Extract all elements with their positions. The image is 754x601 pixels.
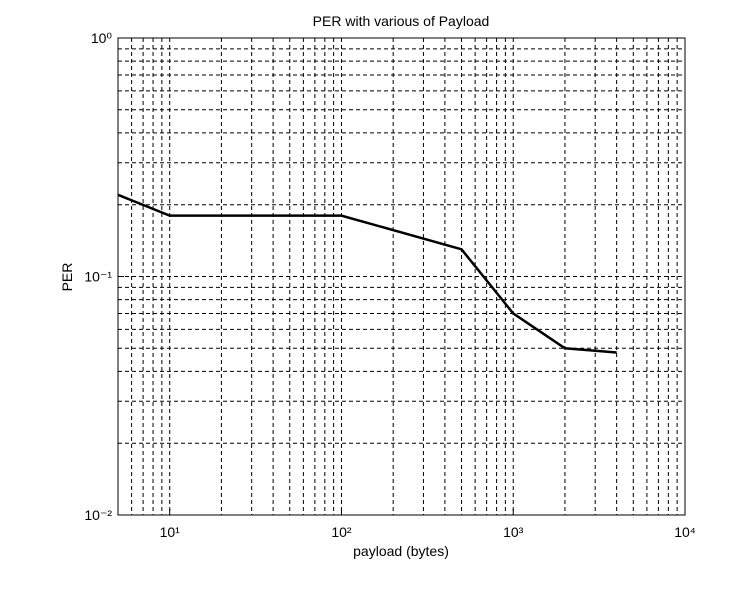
x-tick-label: 10³ bbox=[503, 524, 524, 540]
y-tick-label: 10⁰ bbox=[91, 30, 113, 46]
x-tick-label: 10² bbox=[331, 524, 352, 540]
plot-frame bbox=[117, 37, 686, 516]
x-tick-label: 10⁴ bbox=[674, 524, 696, 540]
y-tick-label: 10⁻¹ bbox=[84, 269, 112, 285]
x-tick-label: 10¹ bbox=[160, 524, 181, 540]
x-axis-label: payload (bytes) bbox=[353, 543, 449, 559]
data-line bbox=[117, 193, 617, 354]
y-tick-label: 10⁻² bbox=[84, 507, 112, 523]
chart-title: PER with various of Payload bbox=[313, 13, 490, 29]
y-axis-label: PER bbox=[59, 263, 75, 292]
